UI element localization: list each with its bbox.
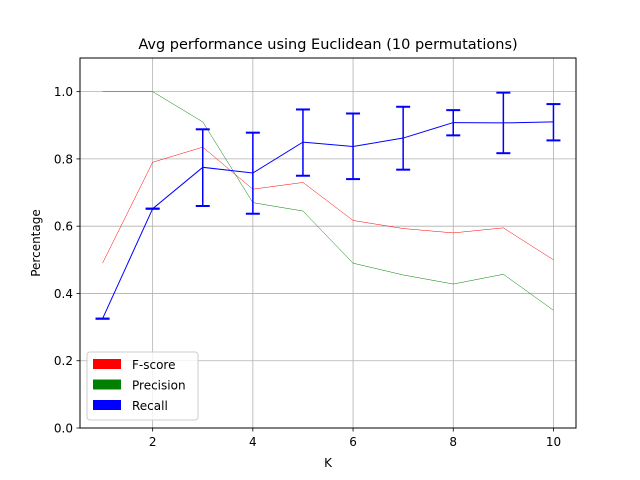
x-tick-label: 8 bbox=[449, 435, 457, 449]
y-tick-label: 0.0 bbox=[54, 422, 73, 436]
series-line-precision bbox=[102, 91, 554, 311]
error-bar bbox=[346, 112, 361, 181]
legend: F-score Precision Recall bbox=[86, 351, 199, 421]
y-tick-label: 0.2 bbox=[54, 354, 73, 368]
y-tick-label: 1.0 bbox=[54, 85, 73, 99]
series-line-f-score bbox=[102, 146, 554, 264]
error-bar bbox=[245, 131, 260, 215]
legend-swatch-f-score bbox=[93, 359, 121, 369]
y-axis-label: Percentage bbox=[29, 209, 43, 277]
series-f-score bbox=[102, 146, 554, 264]
legend-swatch-recall bbox=[93, 400, 121, 410]
plot-frame bbox=[79, 57, 577, 429]
error-bar bbox=[446, 109, 461, 137]
series-line-recall bbox=[102, 121, 554, 319]
x-tick-label: 6 bbox=[349, 435, 357, 449]
y-tick-label: 0.6 bbox=[54, 220, 73, 234]
error-bar bbox=[295, 108, 310, 177]
ticks: 2 4 6 8 10 0.0 0.2 0.4 0.6 0.8 1.0 bbox=[54, 85, 561, 449]
x-tick-label: 4 bbox=[249, 435, 257, 449]
series-precision bbox=[102, 91, 554, 311]
y-tick-label: 0.8 bbox=[54, 152, 73, 166]
x-tick-label: 2 bbox=[149, 435, 157, 449]
y-tick-label: 0.4 bbox=[54, 287, 73, 301]
series-layer bbox=[95, 91, 561, 320]
error-bar bbox=[496, 91, 511, 155]
legend-label-recall: Recall bbox=[132, 399, 168, 413]
legend-swatch-precision bbox=[93, 379, 121, 390]
error-bar bbox=[396, 105, 411, 171]
error-bar bbox=[195, 128, 210, 207]
legend-label-precision: Precision bbox=[132, 379, 186, 393]
x-tick-label: 10 bbox=[546, 435, 561, 449]
error-bar bbox=[546, 103, 561, 142]
series-recall bbox=[95, 91, 561, 320]
chart-title: Avg performance using Euclidean (10 perm… bbox=[138, 37, 517, 53]
x-axis-label: K bbox=[324, 456, 333, 470]
legend-label-f-score: F-score bbox=[132, 358, 175, 372]
